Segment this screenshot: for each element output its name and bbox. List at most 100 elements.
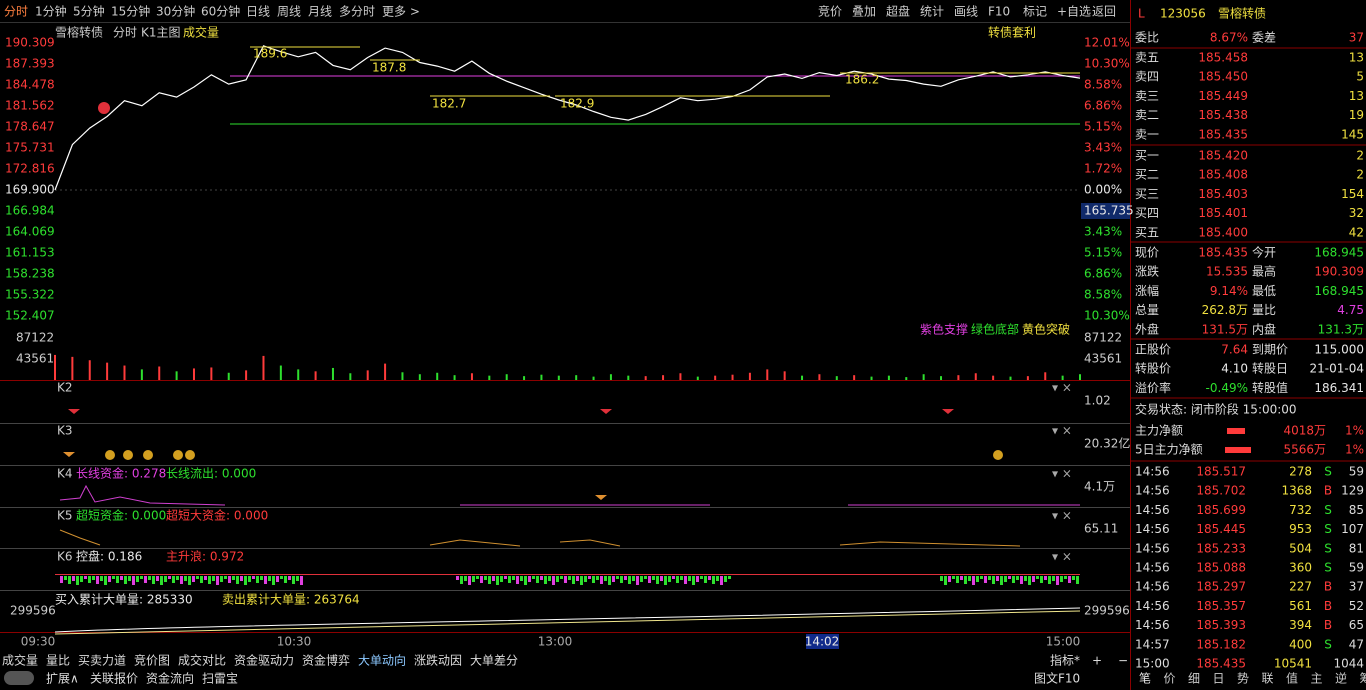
period-tab[interactable]: 月线	[308, 5, 332, 19]
side-tab[interactable]: 主	[1310, 672, 1322, 686]
pct-label: 0.00%	[1084, 183, 1122, 197]
period-tab[interactable]: 分时	[4, 5, 28, 19]
trade-volume: 400	[1289, 637, 1312, 651]
book-volume: 2	[1356, 149, 1364, 163]
k6-bar	[108, 576, 111, 582]
volume-bar	[662, 375, 665, 380]
k6-bar	[648, 576, 651, 583]
footer-control[interactable]: −	[1118, 654, 1128, 668]
indicator-tab[interactable]: 竞价图	[134, 654, 170, 668]
k6-bar	[624, 576, 627, 580]
period-tab[interactable]: 日线	[246, 5, 270, 19]
book-price: 185.401	[1198, 206, 1248, 220]
period-tab[interactable]: 周线	[277, 5, 301, 19]
breakout-label: 182.9	[560, 97, 594, 111]
k6-bar	[628, 576, 631, 584]
extension-tab[interactable]: 扩展∧	[46, 672, 79, 686]
extension-tab[interactable]: 资金流向	[146, 671, 194, 686]
period-tab[interactable]: 60分钟	[201, 4, 240, 19]
side-tab[interactable]: 势	[1237, 672, 1249, 686]
flow-bar	[1225, 447, 1251, 453]
indicator-tab[interactable]: 涨跌动因	[414, 653, 462, 668]
panel-controls: ▾ ×	[1052, 550, 1072, 564]
row-label: 最低	[1252, 284, 1276, 298]
trade-volume: 278	[1289, 465, 1312, 479]
period-tab[interactable]: 更多 >	[382, 5, 420, 19]
k6-bar	[488, 576, 491, 584]
big-order-value: 买入累计大单量: 285330	[55, 593, 193, 607]
extension-tab[interactable]: 关联报价	[90, 671, 138, 686]
k6-bar	[1076, 576, 1079, 584]
period-tab[interactable]: 多分时	[339, 5, 375, 19]
indicator-tab[interactable]: 成交量	[2, 653, 38, 668]
indicator-tab[interactable]: 量比	[46, 654, 70, 668]
book-price: 185.400	[1198, 225, 1248, 239]
side-tab[interactable]: 笔	[1139, 671, 1151, 686]
k6-bar	[500, 576, 503, 582]
flow-label: 主力净额	[1135, 424, 1183, 438]
side-tab[interactable]: 价	[1163, 672, 1175, 686]
tool-button[interactable]: 竞价	[818, 5, 842, 19]
trade-side: S	[1324, 503, 1332, 517]
pct-label: 3.43%	[1084, 225, 1122, 239]
side-tab[interactable]: 联	[1261, 672, 1273, 686]
trade-side: B	[1324, 484, 1332, 498]
footer-control[interactable]: 指标*	[1050, 653, 1080, 668]
period-tab[interactable]: 30分钟	[156, 4, 195, 19]
tool-button[interactable]: 超盘	[886, 4, 910, 19]
k6-bar	[692, 576, 695, 585]
period-tab[interactable]: 5分钟	[73, 4, 105, 19]
trade-volume: 360	[1289, 561, 1312, 575]
k6-bar	[964, 576, 967, 584]
tool-button[interactable]: +自选	[1057, 5, 1091, 19]
buy-marker	[98, 102, 110, 114]
toggle[interactable]	[4, 671, 34, 685]
k6-bar	[688, 576, 691, 581]
f10-link[interactable]: 图文F10	[1034, 671, 1080, 686]
indicator-value: 主升浪: 0.972	[166, 549, 244, 564]
side-tab[interactable]: 筹	[1359, 672, 1366, 686]
side-tab[interactable]: 细	[1188, 672, 1200, 686]
tool-button[interactable]: 标记	[1023, 5, 1047, 19]
side-tab[interactable]: 日	[1212, 672, 1224, 686]
k6-bar	[252, 576, 255, 579]
side-tab[interactable]: 值	[1286, 671, 1298, 686]
volume-bar	[940, 376, 943, 380]
indicator-tab[interactable]: 大单动向	[358, 653, 406, 668]
indicator-label: K2	[57, 381, 73, 395]
footer-control[interactable]: +	[1092, 654, 1102, 668]
indicator-tab[interactable]: 大单差分	[470, 654, 518, 668]
indicator-tab[interactable]: 资金博弈	[302, 653, 350, 668]
side-tab[interactable]: 逆	[1335, 671, 1347, 686]
volume-bar	[870, 376, 873, 380]
k6-bar	[1028, 576, 1031, 585]
k6-bar	[132, 576, 135, 585]
k6-bar	[104, 576, 107, 585]
tool-button[interactable]: 统计	[920, 5, 944, 19]
indicator-tab[interactable]: 资金驱动力	[234, 653, 294, 668]
row-value: 15.535	[1206, 265, 1248, 279]
book-price: 185.435	[1198, 127, 1248, 141]
trade-volume: 227	[1289, 580, 1312, 594]
volume-bar	[679, 373, 682, 380]
indicator-tab[interactable]: 成交对比	[178, 653, 226, 668]
row-value: 9.14%	[1210, 284, 1248, 298]
k4-line	[59, 484, 1080, 506]
row-label: 涨跌	[1135, 264, 1159, 279]
arbitrage-link[interactable]: 转债套利	[988, 25, 1036, 40]
trade-time: 14:57	[1135, 637, 1170, 651]
indicator-tab[interactable]: 买卖力道	[78, 654, 126, 668]
tool-button[interactable]: F10	[988, 5, 1010, 19]
pct-label: 6.86%	[1084, 99, 1122, 113]
pct-label: 10.30%	[1084, 309, 1130, 323]
book-label: 卖一	[1135, 127, 1159, 141]
period-tab[interactable]: 15分钟	[111, 4, 150, 19]
tool-button[interactable]: 画线	[954, 5, 978, 19]
period-tab[interactable]: 1分钟	[35, 4, 67, 19]
tool-button[interactable]: 返回	[1092, 5, 1116, 19]
tool-button[interactable]: 叠加	[852, 5, 876, 19]
extension-tab[interactable]: 扫雷宝	[202, 672, 238, 686]
row-value: 185.435	[1198, 246, 1248, 260]
volume-bar	[992, 375, 995, 380]
